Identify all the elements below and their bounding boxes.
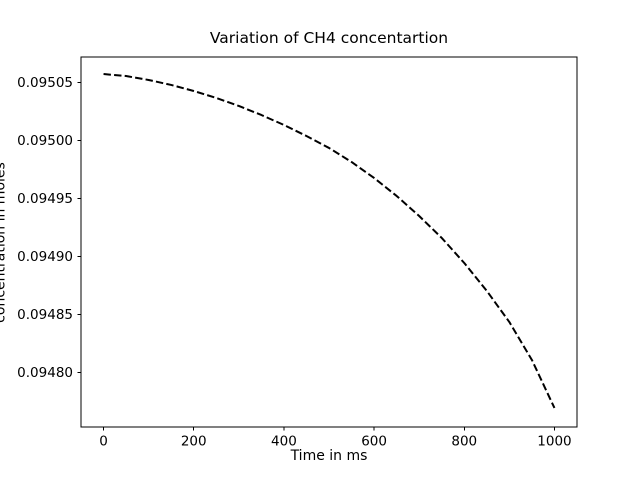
y-tick-label: 0.09500 [17,133,73,149]
x-tick-label: 800 [451,434,477,450]
x-tick-label: 600 [361,434,387,450]
x-tick-label: 400 [271,434,297,450]
y-tick-label: 0.09480 [17,365,73,381]
x-axis-label: Time in ms [290,448,368,464]
axes-frame [80,56,578,428]
chart-title: Variation of CH4 concentartion [209,29,449,47]
y-tick-label: 0.09490 [17,249,73,265]
y-tick-label: 0.09495 [17,191,73,207]
x-tick-label: 200 [181,434,207,450]
y-tick-label: 0.09505 [17,75,73,91]
x-tick-label: 0 [99,434,108,450]
data-line-ch4-concentration [103,73,556,409]
x-tick-label: 1000 [537,434,571,450]
y-tick-label: 0.09485 [17,307,73,323]
